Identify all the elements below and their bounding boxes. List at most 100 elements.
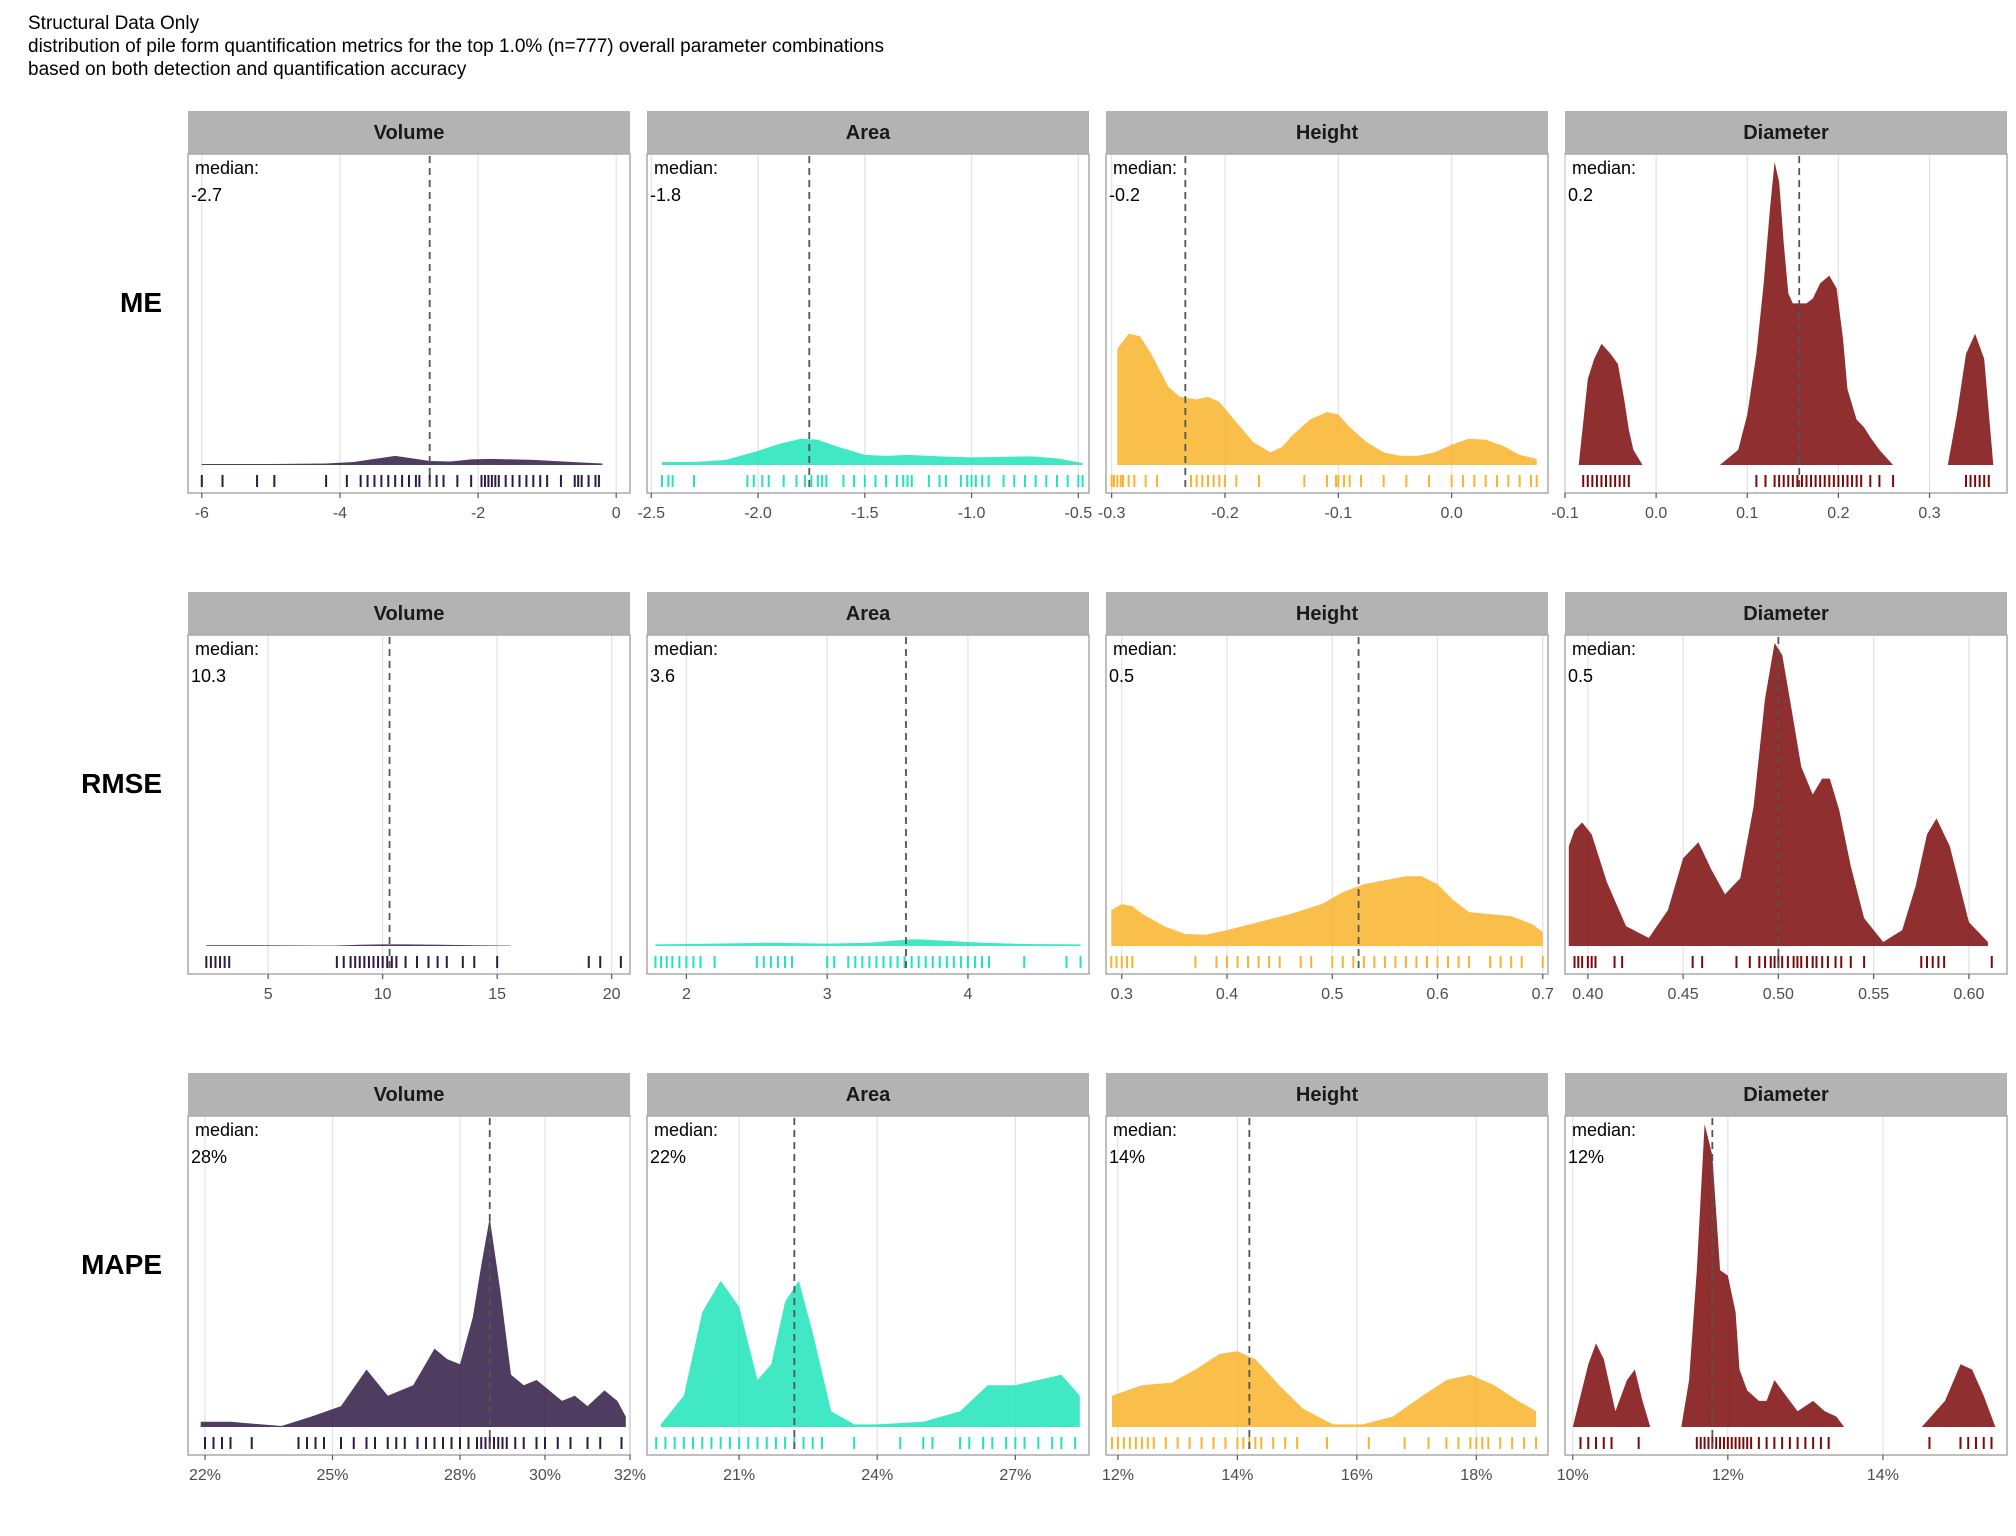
median-label-me-height: median: <box>1113 158 1177 178</box>
tick-label-rmse-diameter-1: 0.45 <box>1668 986 1699 1003</box>
tick-label-me-volume-2: -2 <box>471 505 485 522</box>
strip-label-rmse-diameter: Diameter <box>1743 603 1829 625</box>
tick-label-rmse-diameter-3: 0.55 <box>1858 986 1889 1003</box>
tick-label-mape-height-3: 18% <box>1460 1467 1492 1484</box>
title-line-1: Structural Data Only <box>28 13 200 34</box>
median-value-rmse-diameter: 0.5 <box>1568 666 1593 686</box>
strip-label-me-volume: Volume <box>374 122 445 144</box>
tick-label-me-area-1: -2.0 <box>744 505 772 522</box>
median-value-me-area: -1.8 <box>650 185 681 205</box>
strip-label-mape-area: Area <box>846 1084 891 1106</box>
title-line-2: distribution of pile form quantification… <box>28 36 884 57</box>
tick-label-rmse-diameter-0: 0.40 <box>1572 986 1603 1003</box>
density-area-rmse-area <box>655 939 1081 946</box>
tick-label-rmse-area-2: 4 <box>963 986 972 1003</box>
row-label-rmse: RMSE <box>81 768 162 799</box>
tick-label-mape-volume-4: 32% <box>614 1467 646 1484</box>
row-label-me: ME <box>120 287 162 318</box>
strip-label-me-height: Height <box>1296 122 1359 144</box>
strip-rmse-area <box>647 592 1089 635</box>
tick-label-mape-height-0: 12% <box>1102 1467 1134 1484</box>
panel-rmse-volume <box>187 634 631 975</box>
density-area-mape-volume <box>200 1218 626 1427</box>
strip-rmse-volume <box>188 592 630 635</box>
median-label-me-area: median: <box>654 158 718 178</box>
tick-label-rmse-height-2: 0.5 <box>1321 986 1343 1003</box>
median-value-mape-diameter: 12% <box>1568 1147 1604 1167</box>
strip-label-mape-diameter: Diameter <box>1743 1084 1829 1106</box>
strip-label-mape-height: Height <box>1296 1084 1359 1106</box>
density-area-rmse-height <box>1111 876 1543 946</box>
median-value-me-height: -0.2 <box>1109 185 1140 205</box>
title-line-3: based on both detection and quantificati… <box>28 59 467 80</box>
tick-label-rmse-height-1: 0.4 <box>1216 986 1238 1003</box>
median-label-mape-volume: median: <box>195 1120 259 1140</box>
strip-rmse-height <box>1106 592 1548 635</box>
tick-label-mape-volume-3: 30% <box>529 1467 561 1484</box>
tick-label-rmse-height-4: 0.7 <box>1532 986 1554 1003</box>
tick-label-me-diameter-2: 0.1 <box>1736 505 1758 522</box>
panel-me-area <box>646 153 1090 494</box>
density-area-mape-height <box>1112 1351 1537 1427</box>
tick-label-rmse-height-3: 0.6 <box>1426 986 1448 1003</box>
median-value-me-volume: -2.7 <box>191 185 222 205</box>
tick-label-rmse-area-0: 2 <box>682 986 691 1003</box>
median-label-rmse-area: median: <box>654 639 718 659</box>
tick-label-rmse-volume-2: 15 <box>488 986 506 1003</box>
tick-label-rmse-area-1: 3 <box>823 986 832 1003</box>
tick-label-me-diameter-3: 0.2 <box>1827 505 1849 522</box>
strip-label-mape-volume: Volume <box>374 1084 445 1106</box>
tick-label-mape-diameter-0: 10% <box>1557 1467 1589 1484</box>
strip-mape-volume <box>188 1073 630 1116</box>
median-value-mape-area: 22% <box>650 1147 686 1167</box>
tick-label-me-area-4: -0.5 <box>1065 505 1093 522</box>
figure-title: Structural Data Only distribution of pil… <box>28 12 884 81</box>
tick-label-mape-volume-1: 25% <box>316 1467 348 1484</box>
tick-label-me-diameter-1: 0.0 <box>1645 505 1667 522</box>
tick-label-mape-diameter-2: 14% <box>1867 1467 1899 1484</box>
tick-label-mape-height-1: 14% <box>1221 1467 1253 1484</box>
tick-label-rmse-height-0: 0.3 <box>1111 986 1133 1003</box>
tick-label-me-height-0: -0.3 <box>1098 505 1126 522</box>
tick-label-me-volume-1: -4 <box>333 505 347 522</box>
strip-mape-diameter <box>1565 1073 2007 1116</box>
median-label-me-diameter: median: <box>1572 158 1636 178</box>
tick-label-mape-area-2: 27% <box>999 1467 1031 1484</box>
row-label-mape: MAPE <box>81 1249 162 1280</box>
panel-rmse-area <box>646 634 1090 975</box>
density-area-me-height <box>1117 333 1537 465</box>
tick-label-me-height-2: -0.1 <box>1325 505 1353 522</box>
strip-me-area <box>647 111 1089 154</box>
tick-label-mape-diameter-1: 12% <box>1712 1467 1744 1484</box>
tick-label-me-area-3: -1.0 <box>958 505 986 522</box>
tick-label-me-diameter-0: -0.1 <box>1551 505 1579 522</box>
strip-me-height <box>1106 111 1548 154</box>
tick-label-mape-area-0: 21% <box>723 1467 755 1484</box>
median-label-mape-area: median: <box>654 1120 718 1140</box>
median-label-mape-height: median: <box>1113 1120 1177 1140</box>
tick-label-rmse-volume-3: 20 <box>603 986 621 1003</box>
strip-label-rmse-volume: Volume <box>374 603 445 625</box>
strip-me-volume <box>188 111 630 154</box>
median-value-rmse-height: 0.5 <box>1109 666 1134 686</box>
tick-label-rmse-diameter-2: 0.50 <box>1763 986 1794 1003</box>
tick-label-me-height-1: -0.2 <box>1211 505 1239 522</box>
tick-label-me-volume-0: -6 <box>195 505 209 522</box>
median-value-mape-height: 14% <box>1109 1147 1145 1167</box>
tick-label-me-area-0: -2.5 <box>637 505 665 522</box>
tick-label-mape-area-1: 24% <box>861 1467 893 1484</box>
density-area-mape-diameter <box>1572 1124 1996 1427</box>
median-label-rmse-volume: median: <box>195 639 259 659</box>
strip-mape-area <box>647 1073 1089 1116</box>
median-label-rmse-diameter: median: <box>1572 639 1636 659</box>
median-value-rmse-area: 3.6 <box>650 666 675 686</box>
tick-label-mape-volume-2: 28% <box>444 1467 476 1484</box>
median-label-me-volume: median: <box>195 158 259 178</box>
median-label-mape-diameter: median: <box>1572 1120 1636 1140</box>
tick-label-me-volume-3: 0 <box>612 505 621 522</box>
median-label-rmse-height: median: <box>1113 639 1177 659</box>
strip-me-diameter <box>1565 111 2007 154</box>
strip-label-me-area: Area <box>846 122 891 144</box>
panel-me-volume <box>187 153 631 494</box>
